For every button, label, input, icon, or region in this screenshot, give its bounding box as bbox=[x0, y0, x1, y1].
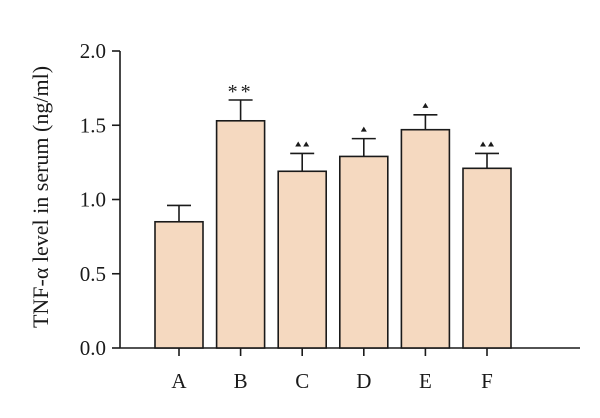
significance-triangle bbox=[360, 126, 367, 132]
x-tick-label: D bbox=[356, 369, 371, 393]
x-tick-label: E bbox=[419, 369, 432, 393]
bar bbox=[154, 220, 204, 349]
y-tick-label: 0.0 bbox=[80, 336, 106, 360]
bar bbox=[462, 167, 512, 349]
bar bbox=[338, 155, 389, 349]
x-tick-label: F bbox=[481, 369, 493, 393]
significance-triangle bbox=[488, 141, 494, 147]
bar bbox=[215, 119, 266, 349]
bar bbox=[400, 128, 451, 349]
y-tick-label: 1.5 bbox=[80, 113, 106, 137]
significance-triangle bbox=[480, 141, 486, 147]
x-tick-label: A bbox=[171, 369, 187, 393]
x-tick-label: C bbox=[295, 369, 309, 393]
y-tick-label: 1.0 bbox=[80, 188, 106, 212]
plot-area: 0.0 0.5 1.0 1.5 2.0 A B ** C D E F bbox=[80, 39, 580, 393]
significance-triangle bbox=[422, 102, 429, 108]
y-axis-label: TNF-α level in serum (ng/ml) bbox=[28, 66, 53, 328]
y-tick-label: 0.5 bbox=[80, 262, 106, 286]
bar bbox=[277, 170, 328, 349]
significance-label: ** bbox=[228, 81, 254, 103]
y-tick-label: 2.0 bbox=[80, 39, 106, 63]
significance-triangle bbox=[295, 141, 302, 147]
significance-triangle bbox=[303, 141, 310, 147]
x-tick-label: B bbox=[234, 369, 248, 393]
